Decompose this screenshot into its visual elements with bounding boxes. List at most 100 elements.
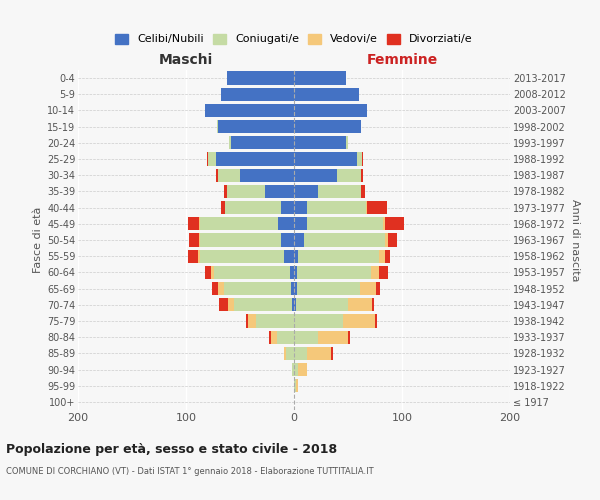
Bar	[212, 282, 218, 295]
Bar	[218, 120, 294, 134]
Bar	[200, 217, 278, 230]
Bar	[297, 266, 371, 279]
Bar	[189, 234, 199, 246]
Bar	[304, 234, 385, 246]
Bar	[225, 201, 281, 214]
Bar	[214, 266, 290, 279]
Bar	[292, 363, 294, 376]
Bar	[271, 330, 277, 344]
Bar	[188, 250, 198, 263]
Bar	[294, 266, 297, 279]
Bar	[221, 201, 225, 214]
Bar	[218, 282, 224, 295]
Bar	[290, 266, 294, 279]
Bar	[294, 234, 304, 246]
Bar	[367, 201, 387, 214]
Bar	[232, 136, 294, 149]
Bar	[361, 168, 363, 182]
Bar	[291, 282, 294, 295]
Bar	[211, 266, 214, 279]
Text: Popolazione per età, sesso e stato civile - 2018: Popolazione per età, sesso e stato civil…	[6, 442, 337, 456]
Bar	[233, 298, 292, 312]
Bar	[294, 152, 356, 166]
Bar	[388, 234, 397, 246]
Bar	[277, 330, 294, 344]
Bar	[318, 185, 361, 198]
Bar	[294, 168, 337, 182]
Bar	[298, 363, 307, 376]
Bar	[198, 250, 200, 263]
Bar	[385, 234, 388, 246]
Bar	[298, 250, 379, 263]
Text: Femmine: Femmine	[367, 54, 437, 68]
Bar	[294, 136, 346, 149]
Bar	[205, 266, 211, 279]
Bar	[296, 298, 348, 312]
Bar	[284, 346, 286, 360]
Bar	[224, 282, 291, 295]
Bar	[292, 298, 294, 312]
Bar	[227, 72, 294, 85]
Bar	[348, 330, 350, 344]
Bar	[379, 250, 385, 263]
Bar	[376, 282, 380, 295]
Bar	[294, 346, 307, 360]
Bar	[224, 185, 227, 198]
Bar	[217, 120, 218, 134]
Legend: Celibi/Nubili, Coniugati/e, Vedovi/e, Divorziati/e: Celibi/Nubili, Coniugati/e, Vedovi/e, Di…	[113, 32, 475, 46]
Bar	[294, 120, 361, 134]
Bar	[343, 314, 375, 328]
Bar	[294, 298, 296, 312]
Bar	[307, 217, 383, 230]
Bar	[281, 201, 294, 214]
Bar	[385, 217, 404, 230]
Bar	[256, 314, 294, 328]
Bar	[200, 234, 281, 246]
Bar	[216, 168, 218, 182]
Bar	[331, 346, 333, 360]
Bar	[361, 185, 365, 198]
Bar	[294, 217, 307, 230]
Bar	[229, 136, 232, 149]
Bar	[383, 217, 385, 230]
Bar	[375, 314, 377, 328]
Bar	[294, 88, 359, 101]
Bar	[294, 314, 343, 328]
Bar	[294, 250, 298, 263]
Bar	[265, 185, 294, 198]
Bar	[286, 346, 294, 360]
Bar	[385, 250, 390, 263]
Bar	[208, 152, 216, 166]
Bar	[362, 152, 363, 166]
Bar	[360, 282, 376, 295]
Bar	[281, 234, 294, 246]
Bar	[284, 250, 294, 263]
Text: Maschi: Maschi	[159, 54, 213, 68]
Bar	[218, 168, 240, 182]
Bar	[379, 266, 388, 279]
Bar	[228, 298, 233, 312]
Bar	[371, 266, 379, 279]
Bar	[206, 152, 208, 166]
Bar	[337, 168, 361, 182]
Bar	[356, 152, 362, 166]
Bar	[348, 298, 372, 312]
Bar	[294, 201, 307, 214]
Bar	[294, 363, 298, 376]
Bar	[294, 379, 296, 392]
Y-axis label: Anni di nascita: Anni di nascita	[570, 198, 580, 281]
Bar	[269, 330, 271, 344]
Bar	[248, 314, 256, 328]
Text: COMUNE DI CORCHIANO (VT) - Dati ISTAT 1° gennaio 2018 - Elaborazione TUTTITALIA.: COMUNE DI CORCHIANO (VT) - Dati ISTAT 1°…	[6, 468, 374, 476]
Bar	[216, 152, 294, 166]
Bar	[307, 346, 331, 360]
Bar	[200, 250, 284, 263]
Bar	[297, 282, 360, 295]
Bar	[346, 136, 348, 149]
Bar	[372, 298, 374, 312]
Y-axis label: Fasce di età: Fasce di età	[32, 207, 43, 273]
Bar	[307, 201, 367, 214]
Bar	[240, 168, 294, 182]
Bar	[318, 330, 348, 344]
Bar	[205, 104, 294, 117]
